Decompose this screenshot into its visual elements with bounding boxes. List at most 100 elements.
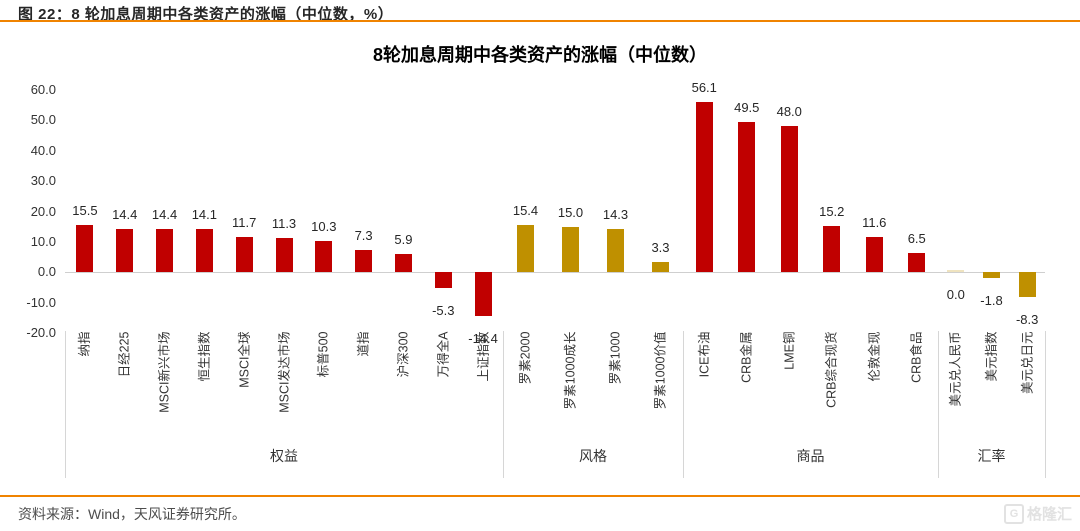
y-axis-tick-label: 0.0	[37, 264, 56, 280]
bottom-orange-rule	[0, 495, 1080, 497]
category-label: 美元兑日元	[1020, 331, 1035, 394]
y-axis-tick-label: 50.0	[30, 112, 56, 128]
y-axis-tick-label: 30.0	[30, 173, 56, 189]
category-label: 美元兑人民币	[948, 331, 963, 407]
bar-罗素1000价值	[652, 262, 669, 273]
bar-ICE布油	[695, 101, 713, 273]
value-label: 11.6	[862, 215, 887, 230]
bar-沪深300	[394, 254, 412, 273]
bar-伦敦金现	[865, 237, 883, 273]
bar-纳指	[76, 225, 94, 273]
category-label: LME铜	[782, 331, 797, 370]
category-label: 罗素2000	[518, 331, 533, 384]
bar-罗素1000	[607, 228, 624, 273]
axis-group-label: 风格	[579, 448, 607, 464]
category-label: 罗素1000	[608, 331, 623, 384]
value-label: 11.7	[232, 214, 257, 230]
group-divider-line	[1045, 331, 1046, 478]
category-label: MSCI全球	[237, 331, 252, 388]
value-label: 5.9	[394, 232, 413, 248]
bar-CRB综合现货	[823, 226, 841, 273]
value-label: 6.5	[907, 230, 926, 246]
axis-group-label: 商品	[796, 448, 825, 464]
zero-axis-line	[65, 272, 1045, 273]
group-divider-line	[938, 331, 939, 478]
y-axis-tick-label: 40.0	[30, 142, 56, 158]
bar-标普500	[315, 240, 333, 273]
value-label: -14.4	[468, 330, 498, 346]
bar-万得全A	[434, 272, 452, 289]
value-label: 7.3	[354, 228, 373, 244]
value-label: 48.0	[776, 104, 802, 120]
bar-美元指数	[983, 272, 1000, 278]
bar-罗素1000成长	[562, 226, 579, 273]
gelonghui-watermark: G 格隆汇	[1003, 503, 1072, 524]
category-label: MSCI发达市场	[277, 331, 291, 413]
axis-group-label: 权益	[270, 448, 298, 464]
category-label: 美元指数	[984, 331, 999, 382]
value-label: 0.0	[946, 287, 965, 303]
value-label: 11.3	[271, 215, 297, 231]
value-label: 10.3	[311, 218, 337, 234]
bar-LME铜	[780, 126, 798, 273]
source-note: 资料来源：Wind，天风证券研究所。	[18, 506, 246, 522]
category-label: 标普500	[316, 331, 331, 377]
category-label: 道指	[356, 331, 371, 357]
top-orange-rule	[0, 20, 1080, 22]
bar-上证指数	[474, 272, 492, 316]
figure-caption: 图 22：8 轮加息周期中各类资产的涨幅（中位数，%）	[18, 6, 394, 23]
category-label: CRB食品	[909, 331, 924, 383]
bar-道指	[355, 250, 373, 273]
bar-恒生指数	[195, 229, 213, 273]
category-label: CRB综合现货	[824, 331, 839, 408]
group-divider-line	[503, 331, 504, 478]
category-label: ICE布油	[697, 331, 712, 377]
value-label: -5.3	[432, 303, 455, 319]
value-label: -1.8	[980, 292, 1003, 308]
value-label: 15.4	[512, 203, 539, 219]
group-divider-line	[683, 331, 684, 478]
category-label: 罗素1000成长	[563, 331, 578, 409]
value-label: 14.3	[602, 206, 629, 222]
bar-美元兑人民币	[947, 269, 965, 273]
category-label: 万得全A	[436, 331, 451, 377]
value-label: 56.1	[691, 79, 717, 95]
value-label: 15.5	[72, 203, 98, 219]
value-label: 14.1	[191, 207, 218, 223]
y-axis-tick-label: 60.0	[30, 82, 56, 97]
value-label: 15.0	[557, 204, 584, 220]
bar-CRB食品	[908, 252, 926, 273]
category-label: 伦敦金现	[867, 331, 882, 382]
bar-美元兑日元	[1018, 272, 1036, 298]
group-divider-line	[65, 331, 66, 478]
category-label: MSCI新兴市场	[157, 331, 172, 413]
y-axis-tick-label: -10.0	[26, 294, 56, 310]
value-label: 14.4	[151, 206, 178, 222]
axis-group-label: 汇率	[977, 448, 1006, 464]
category-label: 恒生指数	[197, 331, 212, 382]
value-label: 49.5	[734, 99, 760, 115]
category-label: 上证指数	[476, 331, 491, 382]
y-axis-tick-label: -20.0	[26, 325, 56, 340]
value-label: 15.2	[819, 204, 845, 220]
y-axis-tick-label: 20.0	[30, 203, 56, 219]
category-label: CRB金属	[739, 331, 754, 383]
y-axis-tick-label: 10.0	[30, 233, 56, 249]
category-label: 罗素1000价值	[653, 331, 668, 409]
gelonghui-logo-icon: G	[1003, 503, 1024, 524]
value-label: 14.4	[112, 206, 138, 222]
bar-MSCI新兴市场	[156, 228, 174, 273]
value-label: -8.3	[1015, 312, 1039, 328]
chart-title: 8轮加息周期中各类资产的涨幅（中位数）	[372, 45, 707, 65]
category-label: 日经225	[117, 331, 132, 377]
bar-罗素2000	[517, 225, 534, 273]
bar-日经225	[116, 228, 134, 273]
value-label: 3.3	[651, 240, 670, 256]
category-label: 纳指	[77, 331, 92, 357]
category-label: 沪深300	[396, 331, 411, 377]
gelonghui-logo-text: 格隆汇	[1026, 506, 1072, 523]
bar-CRB金属	[738, 121, 756, 273]
bar-MSCI发达市场	[275, 237, 293, 273]
